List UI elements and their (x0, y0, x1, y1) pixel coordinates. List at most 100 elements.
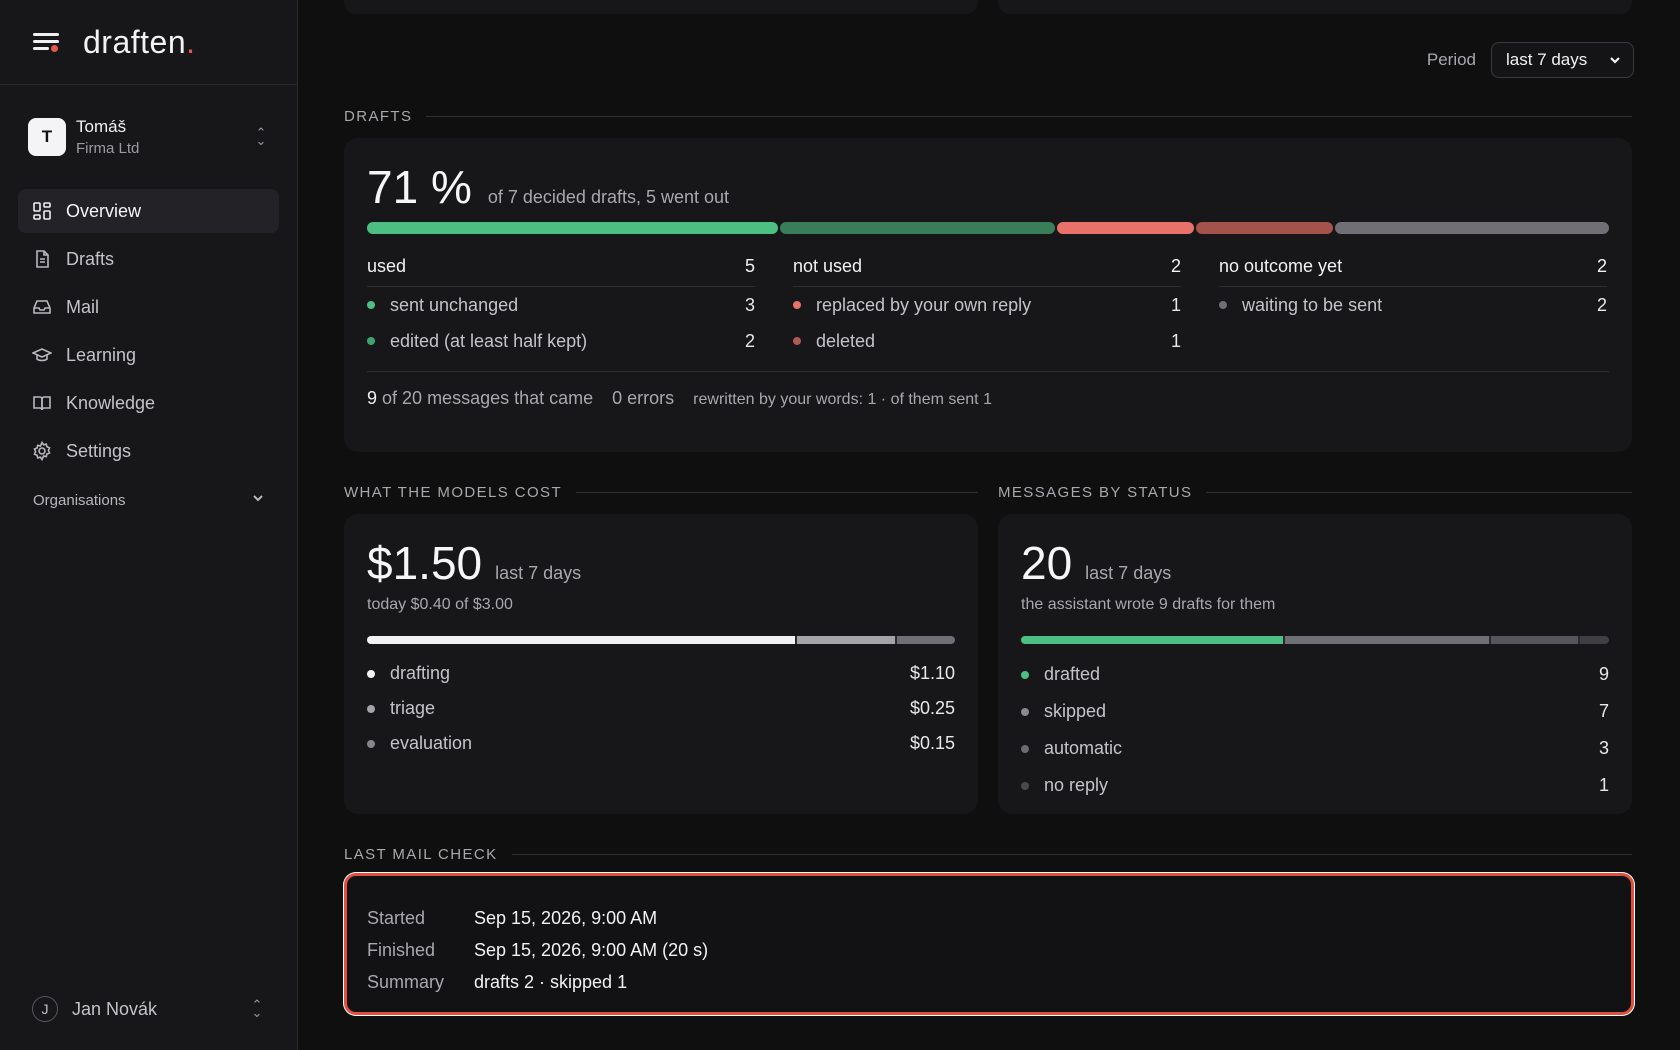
list-item: deleted 1 (793, 323, 1181, 359)
sidebar-item-label: Drafts (66, 248, 115, 269)
status-dot (367, 704, 375, 713)
chevron-updown-icon: ⌃ ⌄ (255, 125, 267, 148)
bar-segment (1579, 636, 1609, 644)
account-name: Tomáš (76, 117, 127, 136)
column-total: 5 (744, 256, 755, 276)
graduation-cap-icon (32, 345, 52, 365)
column-used: used 5 sent unchanged 3 edited (at least h… (367, 256, 755, 359)
list-item: skipped 7 (1021, 693, 1609, 730)
bar-segment (367, 636, 796, 644)
list-item: triage $0.25 (367, 691, 955, 726)
status-dot (793, 301, 801, 309)
column-not-used: not used 2 replaced by your own reply 1 de… (793, 256, 1181, 359)
status-dot (367, 739, 375, 748)
menu-icon[interactable] (33, 31, 59, 53)
section-cost-heading: WHAT THE MODELS COST (344, 484, 978, 501)
mail-check-row: Finished Sep 15, 2026, 9:00 AM (20 s) (367, 939, 709, 960)
card-stub (998, 0, 1632, 14)
sidebar-item-label: Settings (66, 440, 132, 461)
drafts-subtitle: of 7 decided drafts, 5 went out (487, 187, 730, 207)
status-dot (1021, 744, 1029, 753)
column-title: no outcome yet (1219, 256, 1343, 276)
status-dot (367, 669, 375, 678)
sidebar-item-learning[interactable]: Learning (18, 333, 279, 377)
list-item: automatic 3 (1021, 730, 1609, 767)
section-drafts-heading: DRAFTS (344, 108, 1632, 125)
mail-check-card: Started Sep 15, 2026, 9:00 AM Finished Sep… (344, 873, 1634, 1015)
bar-segment (797, 636, 895, 644)
mail-check-row: Started Sep 15, 2026, 9:00 AM (367, 907, 658, 928)
account-org: Firma Ltd (76, 140, 140, 157)
sidebar: draften. T Tomáš Firma Ltd ⌃ ⌄ Overview D… (0, 0, 298, 1050)
status-dot (367, 337, 375, 345)
status-breakdown-bar (1021, 636, 1609, 644)
bar-segment (1334, 222, 1609, 234)
cost-card: $1.50 last 7 days today $0.40 of $3.00 d… (344, 514, 978, 814)
drafts-percent: 71 % (367, 161, 472, 213)
status-dot (793, 337, 801, 345)
account-avatar: T (28, 118, 66, 156)
status-dot (1219, 301, 1227, 309)
sidebar-item-label: Overview (66, 200, 142, 221)
bar-segment (1195, 222, 1333, 234)
organisations-label: Organisations (33, 491, 126, 509)
section-mail-check-heading: LAST MAIL CHECK (344, 846, 1632, 863)
logo-row: draften. (0, 0, 297, 85)
list-item: edited (at least half kept) 2 (367, 323, 755, 359)
drafts-outcome-bar (367, 222, 1609, 234)
column-total: 2 (1596, 256, 1607, 276)
sidebar-item-label: Mail (66, 296, 100, 317)
messages-drafted-count: 9 (367, 388, 378, 408)
mail-check-row: Summary drafts 2 · skipped 1 (367, 971, 628, 992)
drafts-card: 71 % of 7 decided drafts, 5 went out use… (344, 138, 1632, 452)
bar-segment (1284, 636, 1489, 644)
bar-segment (1490, 636, 1578, 644)
cost-breakdown-bar (367, 636, 955, 644)
sidebar-item-settings[interactable]: Settings (18, 429, 279, 473)
cost-total: $1.50 (367, 537, 483, 589)
sidebar-item-drafts[interactable]: Drafts (18, 237, 279, 281)
user-menu[interactable]: J Jan Novák ⌃ ⌄ (32, 996, 265, 1022)
list-item: waiting to be sent 2 (1219, 287, 1607, 323)
column-no-outcome: no outcome yet 2 waiting to be sent 2 (1219, 256, 1607, 359)
errors-count: 0 errors (612, 388, 675, 408)
sidebar-item-mail[interactable]: Mail (18, 285, 279, 329)
bar-segment (367, 222, 779, 234)
period-label: Period (1426, 50, 1476, 69)
list-item: evaluation $0.15 (367, 726, 955, 761)
status-period: last 7 days (1085, 563, 1172, 583)
status-dot (1021, 707, 1029, 716)
list-item: drafting $1.10 (367, 656, 955, 691)
chevron-updown-icon: ⌃ ⌄ (251, 997, 263, 1020)
period-select[interactable]: last 7 days (1491, 42, 1634, 78)
document-icon (32, 249, 52, 269)
bar-segment (1056, 222, 1194, 234)
status-dot (1021, 781, 1029, 790)
list-item: replaced by your own reply 1 (793, 287, 1181, 323)
cost-today: today $0.40 of $3.00 (367, 596, 513, 613)
status-dot (367, 301, 375, 309)
book-icon (32, 393, 52, 413)
rewritten-stats: rewritten by your words: 1 · of them sen… (693, 391, 992, 408)
account-switcher[interactable]: T Tomáš Firma Ltd ⌃ ⌄ (0, 85, 297, 189)
organisations-toggle[interactable]: Organisations (0, 491, 297, 509)
status-card: 20 last 7 days the assistant wrote 9 dra… (998, 514, 1632, 814)
drafts-footer: 9 of 20 messages that came 0 errors rewr… (367, 371, 1609, 409)
main-content: Period last 7 days DRAFTS 71 % of 7 deci… (298, 0, 1680, 1050)
logo[interactable]: draften. (83, 23, 196, 60)
column-title: not used (793, 256, 863, 276)
chevron-down-icon (1610, 57, 1620, 64)
gear-icon (32, 441, 52, 461)
chevron-down-icon (251, 491, 265, 509)
messages-total: of 20 messages that came (382, 388, 594, 408)
sidebar-item-overview[interactable]: Overview (18, 189, 279, 233)
status-subtitle: the assistant wrote 9 drafts for them (1021, 596, 1276, 613)
sidebar-item-knowledge[interactable]: Knowledge (18, 381, 279, 425)
sidebar-item-label: Learning (66, 344, 137, 365)
status-dot (1021, 670, 1029, 679)
period-value: last 7 days (1506, 50, 1588, 69)
bar-segment (780, 222, 1055, 234)
messages-total: 20 (1021, 537, 1073, 589)
list-item: sent unchanged 3 (367, 287, 755, 323)
section-status-heading: MESSAGES BY STATUS (998, 484, 1632, 501)
